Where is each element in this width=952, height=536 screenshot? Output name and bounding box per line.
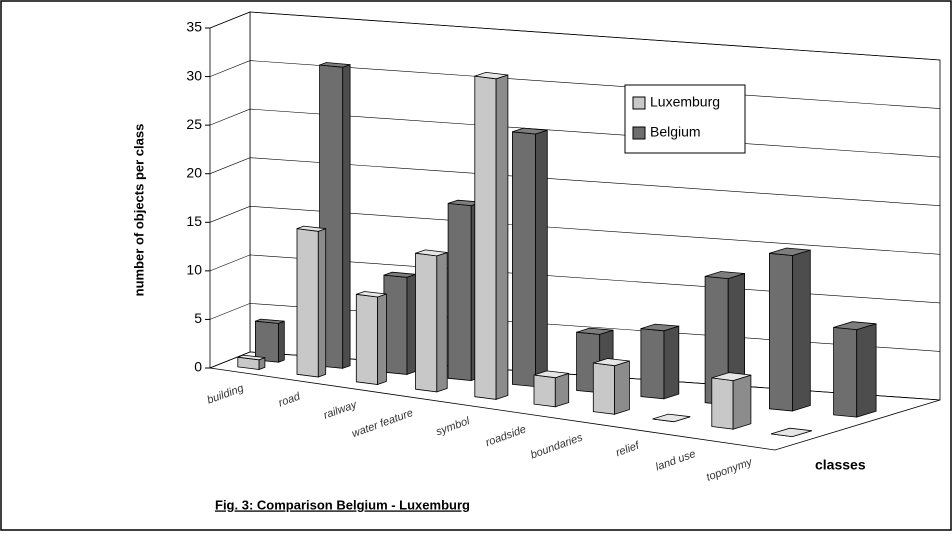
bar-top	[833, 321, 877, 331]
bar-front	[296, 228, 319, 378]
y-tick-label: 25	[186, 116, 202, 132]
bar	[474, 71, 509, 400]
legend-swatch	[632, 126, 646, 140]
bar-top	[237, 354, 266, 361]
bar-front	[512, 131, 536, 388]
bar-side	[554, 372, 570, 408]
bar-front	[533, 374, 556, 408]
y-tick-label: 5	[194, 310, 202, 326]
bar-top	[593, 358, 630, 367]
bar	[512, 127, 548, 388]
bar-side	[614, 360, 630, 415]
bar-side	[377, 293, 387, 386]
bar	[704, 271, 745, 406]
bar-side	[436, 251, 448, 393]
bar	[770, 427, 812, 438]
legend-swatch	[632, 96, 646, 110]
y-tick-label: 35	[186, 19, 202, 35]
y-tick-label: 15	[186, 213, 202, 229]
bar-side	[342, 64, 351, 369]
bar-top	[533, 370, 569, 379]
bar	[533, 370, 570, 408]
side-wall	[209, 11, 251, 369]
bar-top	[711, 372, 752, 382]
y-tick-label: 10	[186, 262, 202, 278]
bar-side	[663, 325, 680, 400]
chart-title: Fig. 3: Comparison Belgium - Luxemburg	[215, 497, 470, 512]
bar	[711, 372, 752, 430]
grid-line	[209, 11, 941, 61]
bar	[769, 247, 811, 412]
bar-front	[592, 362, 615, 415]
bar	[415, 249, 448, 393]
bar-side	[317, 228, 327, 378]
x-axis-label: classes	[815, 457, 866, 473]
legend-label: Luxemburg	[650, 94, 720, 110]
bar-front	[711, 377, 734, 430]
bar-front	[640, 328, 665, 400]
bar-top	[652, 413, 691, 423]
bar-side	[406, 273, 417, 375]
bar-top	[474, 71, 509, 80]
bar-top	[512, 127, 548, 135]
bar-front	[355, 293, 379, 385]
bar	[592, 358, 630, 415]
bar-front	[833, 326, 858, 418]
bar-side	[495, 74, 509, 400]
bar-top	[296, 225, 326, 232]
bar-top	[576, 327, 614, 335]
bar	[833, 321, 877, 418]
bar-top	[415, 249, 448, 257]
legend-box	[624, 84, 746, 154]
legend-label: Belgium	[650, 124, 701, 140]
bar-side	[535, 129, 548, 388]
bar	[383, 271, 417, 375]
bar-top	[769, 247, 811, 256]
bar-front	[254, 320, 279, 363]
bar	[355, 291, 387, 386]
bar-top	[319, 62, 351, 68]
bar-top	[704, 271, 745, 280]
bar-top	[255, 318, 285, 324]
grid-line	[209, 157, 941, 206]
y-tick-label: 20	[186, 164, 202, 180]
bar-front	[383, 274, 408, 375]
y-tick-label: 30	[186, 67, 202, 83]
bar-side	[792, 249, 811, 412]
bar-front	[769, 252, 793, 412]
bar-front	[447, 202, 472, 381]
bar-front	[474, 75, 497, 400]
bar	[640, 323, 680, 400]
grid-line	[209, 205, 941, 255]
y-tick-label: 0	[194, 359, 202, 375]
bar-top	[356, 291, 387, 298]
bar-top	[640, 323, 679, 332]
bar	[652, 413, 691, 423]
bar-side	[732, 374, 752, 430]
bar-top	[770, 427, 812, 438]
bar	[296, 225, 327, 378]
bar	[237, 354, 266, 371]
bar-side	[278, 320, 285, 363]
bar-side	[856, 323, 877, 418]
bar	[254, 318, 285, 363]
bar-front	[415, 252, 438, 393]
y-axis-label: number of objects per class	[131, 124, 146, 297]
